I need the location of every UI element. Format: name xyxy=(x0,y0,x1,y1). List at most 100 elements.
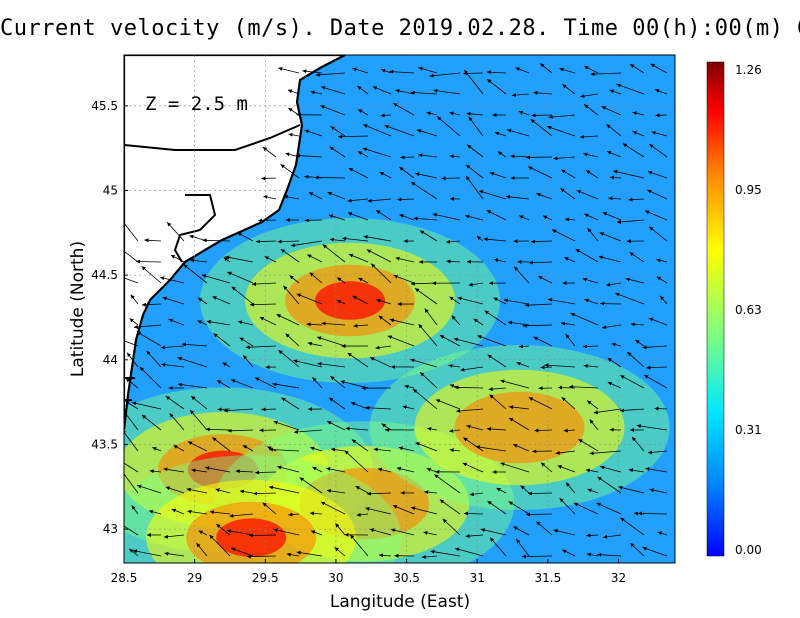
velocity-arrow xyxy=(616,83,645,95)
velocity-arrow xyxy=(637,511,668,516)
velocity-arrow xyxy=(307,254,323,263)
velocity-arrow xyxy=(586,533,599,538)
velocity-arrow xyxy=(286,552,300,557)
velocity-arrow xyxy=(657,531,668,536)
x-tick-label: 30 xyxy=(328,571,343,585)
velocity-arrow xyxy=(654,89,668,95)
velocity-arrow xyxy=(564,257,576,263)
velocity-arrow xyxy=(620,408,645,413)
velocity-arrow xyxy=(212,296,231,305)
velocity-arrow xyxy=(480,528,507,536)
y-tick-label: 43.5 xyxy=(91,437,118,451)
velocity-arrow xyxy=(225,255,254,263)
colorbar-tick-label: 1.26 xyxy=(735,63,762,77)
velocity-arrow xyxy=(538,275,553,284)
velocity-arrow xyxy=(475,445,507,452)
velocity-arrow xyxy=(533,336,553,347)
velocity-arrow xyxy=(497,151,507,158)
velocity-arrow xyxy=(336,277,346,284)
velocity-arrow xyxy=(656,276,668,284)
velocity-arrow xyxy=(468,282,484,287)
velocity-arrow xyxy=(389,318,415,326)
velocity-arrow xyxy=(579,134,599,139)
velocity-arrow xyxy=(630,322,645,327)
velocity-arrow xyxy=(290,240,323,248)
velocity-arrow xyxy=(125,378,139,389)
velocity-arrow xyxy=(251,282,277,287)
velocity-arrow xyxy=(508,501,530,515)
velocity-arrow xyxy=(223,257,231,263)
velocity-arrow xyxy=(563,428,576,433)
speed-zone xyxy=(315,281,386,320)
velocity-arrow xyxy=(646,365,668,370)
velocity-arrow xyxy=(489,537,507,557)
velocity-arrow xyxy=(521,554,553,559)
velocity-arrow xyxy=(648,226,668,242)
velocity-arrow xyxy=(190,258,208,263)
velocity-arrow xyxy=(169,413,185,431)
colorbar-tick-label: 0.31 xyxy=(735,423,762,437)
velocity-arrow xyxy=(351,439,369,452)
velocity-arrow xyxy=(465,175,484,200)
velocity-arrow xyxy=(486,209,507,221)
velocity-arrow xyxy=(255,470,277,475)
velocity-arrow xyxy=(273,420,300,431)
velocity-arrow xyxy=(561,396,576,410)
velocity-arrow xyxy=(659,295,668,305)
velocity-arrow xyxy=(317,361,346,368)
velocity-arrow xyxy=(609,89,622,95)
velocity-arrow xyxy=(302,69,323,74)
velocity-arrow xyxy=(280,163,300,179)
velocity-arrow xyxy=(166,221,185,242)
velocity-arrow xyxy=(177,382,208,389)
velocity-arrow xyxy=(632,111,645,116)
velocity-arrow xyxy=(329,237,346,242)
velocity-arrow xyxy=(148,509,162,515)
velocity-arrow xyxy=(229,513,254,518)
velocity-arrow xyxy=(555,450,576,455)
x-tick-label: 32 xyxy=(611,571,626,585)
velocity-arrow xyxy=(375,345,392,350)
velocity-arrow xyxy=(389,69,415,74)
velocity-arrow xyxy=(449,428,461,433)
velocity-arrow xyxy=(584,213,599,221)
velocity-arrow xyxy=(456,408,484,413)
velocity-arrow xyxy=(536,192,553,200)
velocity-arrow xyxy=(379,171,392,179)
velocity-arrow xyxy=(651,130,668,137)
velocity-arrow xyxy=(493,258,507,263)
y-tick-label: 44.5 xyxy=(91,268,118,282)
velocity-arrow xyxy=(448,363,461,368)
velocity-arrow xyxy=(215,488,231,494)
velocity-arrow xyxy=(231,286,254,305)
velocity-arrow xyxy=(430,549,461,557)
velocity-arrow xyxy=(223,408,254,413)
velocity-arrow xyxy=(511,93,530,98)
velocity-arrow xyxy=(246,554,277,559)
velocity-arrow xyxy=(277,465,300,473)
velocity-arrow xyxy=(320,105,346,116)
velocity-arrow xyxy=(347,198,369,203)
velocity-arrow xyxy=(293,429,323,434)
velocity-arrow xyxy=(363,124,392,137)
velocity-arrow xyxy=(559,67,576,74)
velocity-arrow xyxy=(375,209,392,221)
velocity-arrow xyxy=(173,444,185,452)
velocity-arrow xyxy=(326,488,346,494)
velocity-arrow xyxy=(191,468,208,473)
velocity-arrow xyxy=(510,154,530,159)
velocity-arrow xyxy=(620,517,645,536)
velocity-arrow xyxy=(589,419,599,431)
plot-frame xyxy=(123,54,676,564)
velocity-arrow xyxy=(551,229,576,242)
velocity-arrow xyxy=(309,272,323,284)
velocity-arrow xyxy=(586,400,599,410)
velocity-arrow xyxy=(352,67,369,74)
velocity-arrow xyxy=(436,116,461,137)
velocity-arrow xyxy=(320,501,346,515)
velocity-arrow xyxy=(395,256,415,263)
velocity-arrow xyxy=(393,102,415,116)
velocity-arrow xyxy=(463,69,484,95)
velocity-arrow xyxy=(522,323,553,328)
